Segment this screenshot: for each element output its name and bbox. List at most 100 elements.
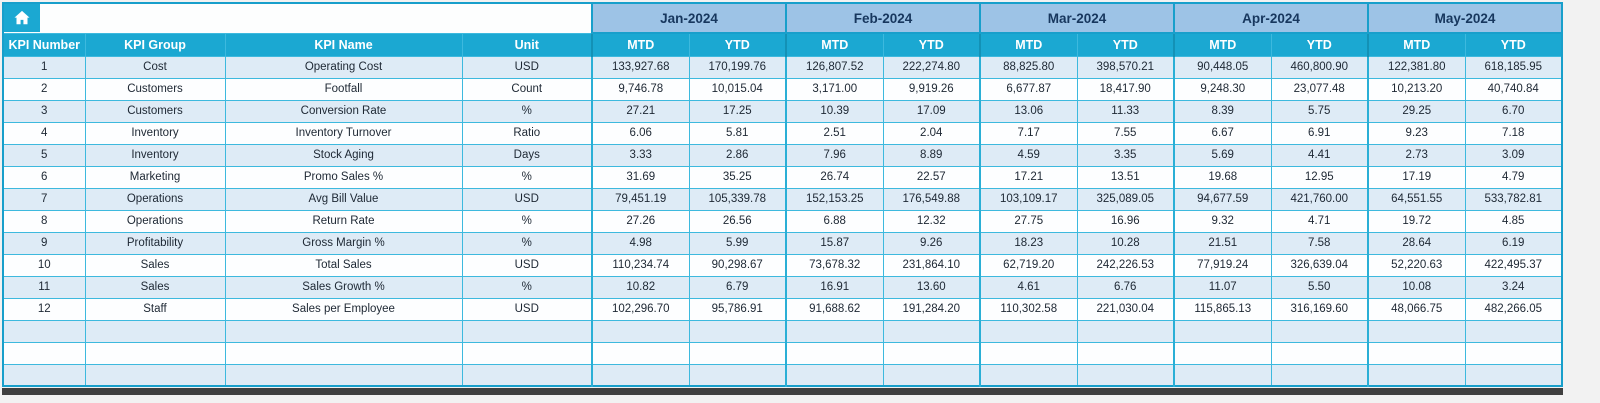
value-cell[interactable]: 316,169.60 [1270,297,1369,321]
value-cell[interactable]: 221,030.04 [1076,297,1175,321]
mtd-header[interactable]: MTD [1367,32,1466,57]
ytd-header[interactable]: YTD [688,32,787,57]
kpi-number-cell[interactable]: 9 [2,231,86,255]
value-cell[interactable]: 2.04 [882,121,981,145]
empty-cell[interactable] [785,363,884,387]
value-cell[interactable]: 6.88 [785,209,884,233]
value-cell[interactable]: 12.95 [1270,165,1369,189]
value-cell[interactable]: 10.28 [1076,231,1175,255]
kpi-name-cell[interactable]: Return Rate [224,209,463,233]
empty-cell[interactable] [224,319,463,343]
kpi-number-cell[interactable]: 3 [2,99,86,123]
empty-cell[interactable] [591,341,690,365]
value-cell[interactable]: 48,066.75 [1367,297,1466,321]
empty-cell[interactable] [1076,363,1175,387]
kpi-number-cell[interactable]: 10 [2,253,86,277]
empty-cell[interactable] [979,319,1078,343]
empty-cell[interactable] [882,341,981,365]
value-cell[interactable]: 4.41 [1270,143,1369,167]
value-cell[interactable]: 9,248.30 [1173,77,1272,101]
value-cell[interactable]: 19.68 [1173,165,1272,189]
kpi-name-cell[interactable]: Total Sales [224,253,463,277]
empty-cell[interactable] [1464,319,1563,343]
value-cell[interactable]: 64,551.55 [1367,187,1466,211]
empty-cell[interactable] [785,319,884,343]
value-cell[interactable]: 19.72 [1367,209,1466,233]
value-cell[interactable]: 422,495.37 [1464,253,1563,277]
empty-cell[interactable] [591,319,690,343]
value-cell[interactable]: 103,109.17 [979,187,1078,211]
empty-cell[interactable] [785,341,884,365]
value-cell[interactable]: 10.39 [785,99,884,123]
empty-cell[interactable] [1367,363,1466,387]
empty-cell[interactable] [1367,341,1466,365]
value-cell[interactable]: 88,825.80 [979,55,1078,79]
kpi-name-cell[interactable]: Footfall [224,77,463,101]
value-cell[interactable]: 110,234.74 [591,253,690,277]
value-cell[interactable]: 8.89 [882,143,981,167]
empty-cell[interactable] [461,341,593,365]
empty-cell[interactable] [2,363,86,387]
empty-cell[interactable] [84,341,226,365]
kpi-name-cell[interactable]: Operating Cost [224,55,463,79]
value-cell[interactable]: 2.73 [1367,143,1466,167]
value-cell[interactable]: 3.24 [1464,275,1563,299]
value-cell[interactable]: 4.79 [1464,165,1563,189]
value-cell[interactable]: 5.99 [688,231,787,255]
kpi-name-cell[interactable]: Sales per Employee [224,297,463,321]
value-cell[interactable]: 6.91 [1270,121,1369,145]
value-cell[interactable]: 6,677.87 [979,77,1078,101]
value-cell[interactable]: 3.33 [591,143,690,167]
kpi-number-cell[interactable]: 7 [2,187,86,211]
value-cell[interactable]: 4.98 [591,231,690,255]
value-cell[interactable]: 17.21 [979,165,1078,189]
value-cell[interactable]: 73,678.32 [785,253,884,277]
value-cell[interactable]: 16.91 [785,275,884,299]
month-header[interactable]: Jan-2024 [591,2,787,34]
value-cell[interactable]: 126,807.52 [785,55,884,79]
empty-cell[interactable] [2,319,86,343]
value-cell[interactable]: 5.69 [1173,143,1272,167]
empty-cell[interactable] [979,363,1078,387]
kpi-group-cell[interactable]: Sales [84,275,226,299]
month-header[interactable]: Mar-2024 [979,2,1175,34]
value-cell[interactable]: 6.19 [1464,231,1563,255]
value-cell[interactable]: 398,570.21 [1076,55,1175,79]
value-cell[interactable]: 7.17 [979,121,1078,145]
value-cell[interactable]: 6.76 [1076,275,1175,299]
kpi-group-cell[interactable]: Sales [84,253,226,277]
value-cell[interactable]: 13.06 [979,99,1078,123]
empty-cell[interactable] [688,319,787,343]
value-cell[interactable]: 242,226.53 [1076,253,1175,277]
unit-cell[interactable]: USD [461,55,593,79]
value-cell[interactable]: 176,549.88 [882,187,981,211]
value-cell[interactable]: 618,185.95 [1464,55,1563,79]
empty-cell[interactable] [1173,341,1272,365]
value-cell[interactable]: 9.26 [882,231,981,255]
value-cell[interactable]: 17.25 [688,99,787,123]
kpi-group-cell[interactable]: Profitability [84,231,226,255]
value-cell[interactable]: 4.61 [979,275,1078,299]
kpi-number-cell[interactable]: 4 [2,121,86,145]
value-cell[interactable]: 35.25 [688,165,787,189]
value-cell[interactable]: 5.75 [1270,99,1369,123]
empty-cell[interactable] [84,319,226,343]
unit-cell[interactable]: % [461,165,593,189]
value-cell[interactable]: 9,746.78 [591,77,690,101]
value-cell[interactable]: 105,339.78 [688,187,787,211]
value-cell[interactable]: 6.70 [1464,99,1563,123]
empty-cell[interactable] [2,341,86,365]
value-cell[interactable]: 110,302.58 [979,297,1078,321]
value-cell[interactable]: 40,740.84 [1464,77,1563,101]
empty-cell[interactable] [1367,319,1466,343]
value-cell[interactable]: 10.08 [1367,275,1466,299]
ytd-header[interactable]: YTD [1076,32,1175,57]
kpi-group-cell[interactable]: Cost [84,55,226,79]
kpi-name-cell[interactable]: Sales Growth % [224,275,463,299]
value-cell[interactable]: 3,171.00 [785,77,884,101]
empty-cell[interactable] [1270,363,1369,387]
kpi-group-cell[interactable]: Staff [84,297,226,321]
value-cell[interactable]: 421,760.00 [1270,187,1369,211]
value-cell[interactable]: 2.51 [785,121,884,145]
empty-cell[interactable] [1076,341,1175,365]
